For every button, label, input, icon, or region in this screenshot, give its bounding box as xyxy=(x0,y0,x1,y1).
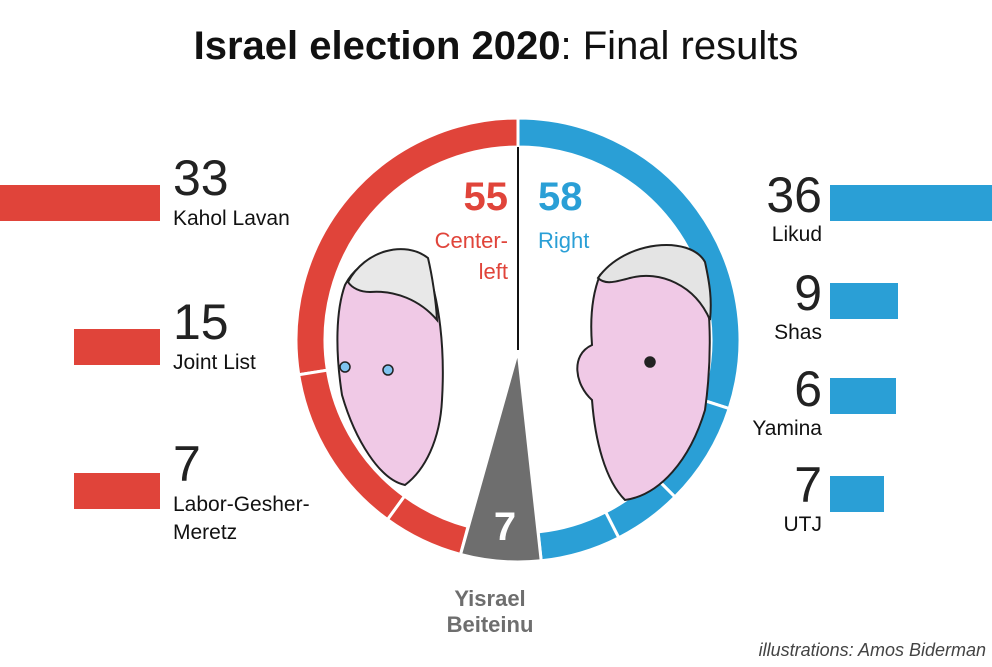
seats-shas: 9 xyxy=(794,265,822,321)
bar-labor-gesher-meretz xyxy=(74,473,160,509)
label-yamina: Yamina xyxy=(752,417,822,440)
seats-likud: 36 xyxy=(766,167,822,223)
chart-title: Israel election 2020: Final results xyxy=(0,22,992,70)
ring-segment-labor-gesher-meretz xyxy=(385,494,470,557)
ring-segment-joint-list xyxy=(297,368,407,522)
seats-labor-gesher-meretz: 7 xyxy=(173,436,201,492)
bar-likud xyxy=(830,185,992,221)
left-face-eye-2 xyxy=(382,364,394,376)
seats-utj: 7 xyxy=(794,457,822,513)
yisrael-beiteinu-total: 7 xyxy=(493,505,517,549)
left-face-eye-1 xyxy=(339,361,351,373)
seats-yamina: 6 xyxy=(794,361,822,417)
ring-segment-kahol-lavan xyxy=(294,116,520,377)
label-kahol-lavan: Kahol Lavan xyxy=(173,207,290,230)
seats-kahol-lavan: 33 xyxy=(173,150,229,206)
label-joint-list: Joint List xyxy=(173,351,256,374)
right-face-eye-1 xyxy=(644,356,656,368)
label-labor-gesher-meretz-2: Meretz xyxy=(173,521,238,544)
seats-joint-list: 15 xyxy=(173,294,229,350)
yisrael-beiteinu-label: Yisrael Beiteinu xyxy=(430,586,550,638)
bar-joint-list xyxy=(74,329,160,365)
title-bold: Israel election 2020 xyxy=(193,24,561,68)
title-rest: : Final results xyxy=(560,24,799,68)
bar-utj xyxy=(830,476,884,512)
right-total: 58 xyxy=(538,175,583,219)
center-left-label-1: Center- xyxy=(434,228,508,253)
right-label: Right xyxy=(538,228,590,253)
yisrael-beiteinu-label-2: Beiteinu xyxy=(446,612,534,637)
label-likud: Likud xyxy=(771,223,822,246)
bar-kahol-lavan xyxy=(0,185,160,221)
yisrael-beiteinu-label-1: Yisrael xyxy=(454,586,526,611)
label-utj: UTJ xyxy=(783,513,823,536)
center-left-total: 55 xyxy=(463,175,509,219)
center-left-label-2: left xyxy=(478,259,508,284)
label-labor-gesher-meretz-1: Labor-Gesher- xyxy=(173,493,310,516)
bar-yamina xyxy=(830,378,896,414)
right-hair-illustration xyxy=(596,243,712,321)
left-hair-illustration xyxy=(346,248,439,323)
bar-shas xyxy=(830,283,898,319)
illustration-credit: illustrations: Amos Biderman xyxy=(758,640,986,660)
label-shas: Shas xyxy=(774,321,822,344)
ring-segment-yisrael-beiteinu xyxy=(458,349,543,564)
